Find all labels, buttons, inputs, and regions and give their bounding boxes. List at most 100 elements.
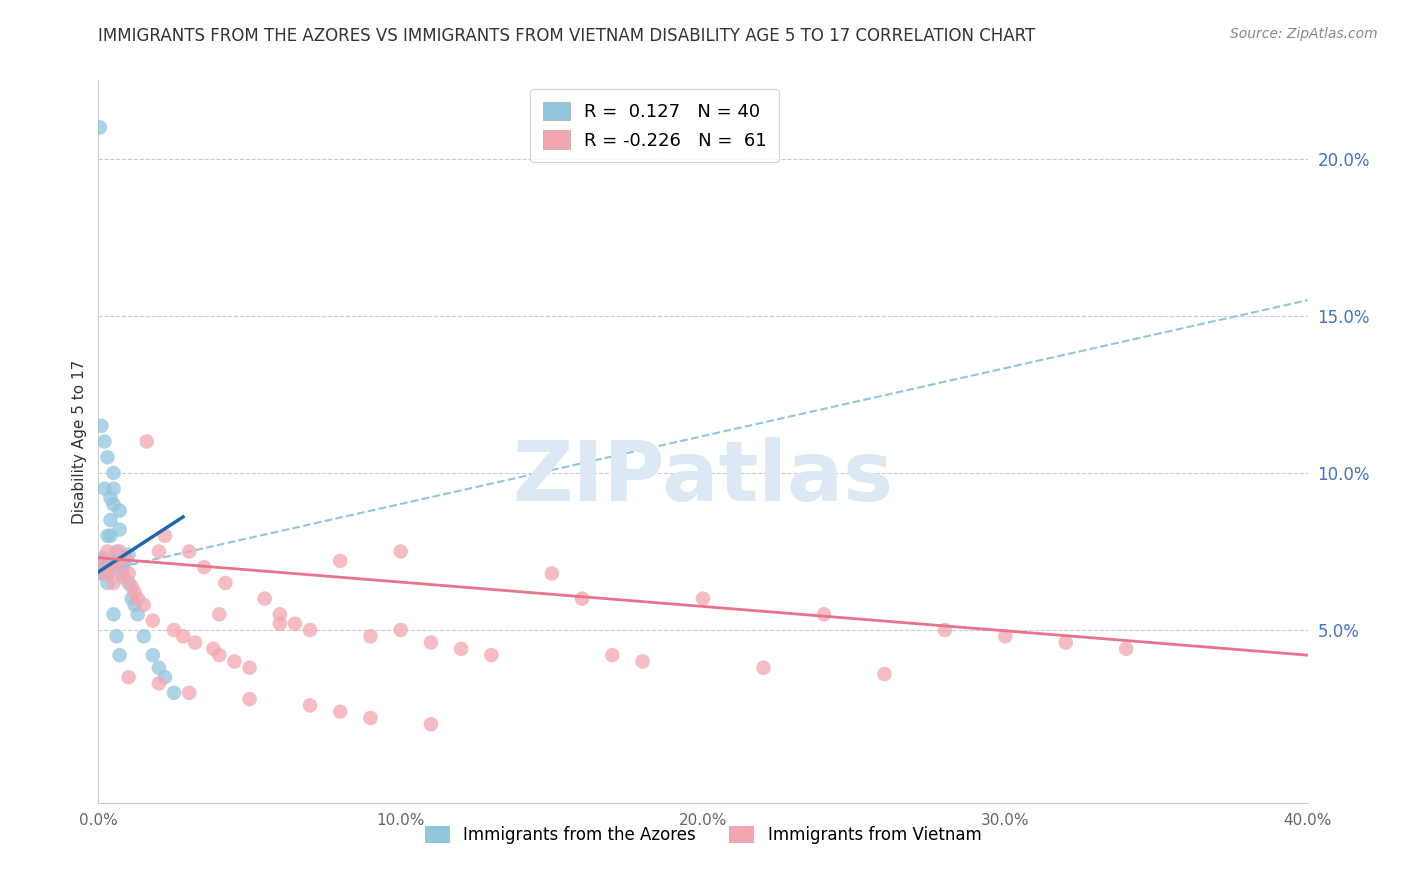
Point	[202, 641, 225, 656]
Point	[100, 563, 122, 577]
Text: IMMIGRANTS FROM THE AZORES VS IMMIGRANTS FROM VIETNAM DISABILITY AGE 5 TO 17 COR: IMMIGRANTS FROM THE AZORES VS IMMIGRANTS…	[98, 27, 1036, 45]
Point	[105, 557, 128, 571]
Point	[132, 598, 155, 612]
Point	[208, 648, 231, 662]
Point	[179, 544, 201, 558]
Point	[127, 607, 149, 622]
Point	[108, 648, 131, 662]
Text: Source: ZipAtlas.com: Source: ZipAtlas.com	[1230, 27, 1378, 41]
Point	[105, 629, 128, 643]
Point	[148, 676, 170, 690]
Point	[142, 614, 165, 628]
Point	[100, 560, 122, 574]
Point	[148, 661, 170, 675]
Point	[208, 607, 231, 622]
Point	[481, 648, 503, 662]
Point	[96, 529, 118, 543]
Point	[96, 544, 118, 558]
Point	[90, 566, 112, 581]
Point	[124, 598, 146, 612]
Point	[269, 607, 291, 622]
Point	[1115, 641, 1137, 656]
Point	[100, 513, 122, 527]
Point	[813, 607, 835, 622]
Point	[269, 616, 291, 631]
Point	[224, 655, 246, 669]
Point	[873, 667, 896, 681]
Point	[163, 623, 186, 637]
Point	[114, 554, 136, 568]
Point	[360, 711, 382, 725]
Point	[90, 554, 112, 568]
Point	[389, 544, 412, 558]
Point	[121, 591, 143, 606]
Point	[105, 544, 128, 558]
Point	[108, 523, 131, 537]
Point	[1054, 635, 1077, 649]
Point	[103, 497, 125, 511]
Y-axis label: Disability Age 5 to 17: Disability Age 5 to 17	[72, 359, 87, 524]
Point	[540, 566, 562, 581]
Point	[118, 548, 141, 562]
Point	[389, 623, 412, 637]
Point	[239, 692, 262, 706]
Point	[284, 616, 307, 631]
Point	[163, 686, 186, 700]
Legend: Immigrants from the Azores, Immigrants from Vietnam: Immigrants from the Azores, Immigrants f…	[416, 817, 990, 852]
Point	[142, 648, 165, 662]
Point	[184, 635, 207, 649]
Point	[93, 566, 115, 581]
Point	[100, 529, 122, 543]
Point	[90, 418, 112, 433]
Point	[602, 648, 624, 662]
Point	[299, 698, 322, 713]
Point	[111, 569, 134, 583]
Point	[450, 641, 472, 656]
Point	[90, 554, 112, 568]
Point	[93, 482, 115, 496]
Point	[103, 482, 125, 496]
Point	[103, 466, 125, 480]
Point	[420, 635, 443, 649]
Point	[103, 575, 125, 590]
Point	[172, 629, 194, 643]
Point	[360, 629, 382, 643]
Point	[239, 661, 262, 675]
Point	[329, 705, 352, 719]
Point	[299, 623, 322, 637]
Point	[111, 560, 134, 574]
Point	[111, 566, 134, 581]
Point	[100, 491, 122, 505]
Point	[148, 544, 170, 558]
Point	[89, 120, 111, 135]
Point	[329, 554, 352, 568]
Text: ZIPatlas: ZIPatlas	[513, 437, 893, 518]
Point	[193, 560, 215, 574]
Point	[420, 717, 443, 731]
Point	[135, 434, 157, 449]
Point	[91, 550, 114, 565]
Point	[571, 591, 593, 606]
Point	[214, 575, 236, 590]
Point	[93, 434, 115, 449]
Point	[121, 579, 143, 593]
Point	[108, 503, 131, 517]
Point	[96, 450, 118, 465]
Point	[153, 529, 176, 543]
Point	[752, 661, 775, 675]
Point	[96, 575, 118, 590]
Point	[994, 629, 1017, 643]
Point	[105, 554, 128, 568]
Point	[153, 670, 176, 684]
Point	[118, 566, 141, 581]
Point	[103, 607, 125, 622]
Point	[631, 655, 654, 669]
Point	[179, 686, 201, 700]
Point	[118, 575, 141, 590]
Point	[934, 623, 956, 637]
Point	[118, 670, 141, 684]
Point	[127, 591, 149, 606]
Point	[93, 566, 115, 581]
Point	[124, 585, 146, 599]
Point	[108, 544, 131, 558]
